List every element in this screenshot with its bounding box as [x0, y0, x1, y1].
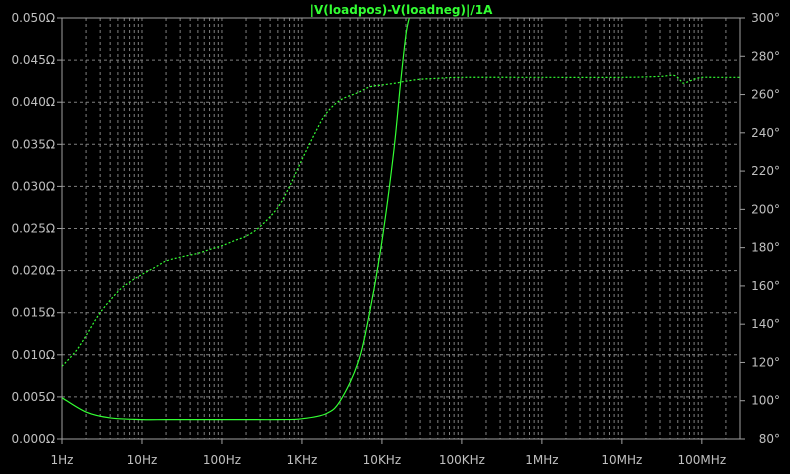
y-right-tick-label: 300° — [751, 11, 780, 25]
grid — [62, 18, 740, 439]
y-right-tick-label: 140° — [751, 317, 780, 331]
y-right-tick-label: 200° — [751, 202, 780, 216]
x-tick-label: 1MHz — [525, 453, 558, 467]
y-right-tick-label: 80° — [759, 432, 780, 446]
series-magnitude-line[interactable] — [62, 18, 410, 421]
x-tick-label: 1KHz — [287, 453, 318, 467]
x-tick-label: 100KHz — [439, 453, 485, 467]
y-right-tick-label: 260° — [751, 88, 780, 102]
y-right-tick-label: 100° — [751, 394, 780, 408]
y-right-tick-label: 160° — [751, 279, 780, 293]
y-right-tick-label: 120° — [751, 355, 780, 369]
y-left-tick-label: 0.035Ω — [11, 137, 55, 151]
tick-marks — [57, 17, 745, 444]
x-tick-label: 1Hz — [51, 453, 74, 467]
x-tick-label: 100MHz — [678, 453, 727, 467]
chart-title[interactable]: |V(loadpos)-V(loadneg)|/1A — [310, 3, 493, 17]
y-left-tick-label: 0.020Ω — [11, 264, 55, 278]
x-tick-label: 100Hz — [203, 453, 241, 467]
y-left-tick-label: 0.040Ω — [11, 95, 55, 109]
x-tick-label: 10KHz — [363, 453, 401, 467]
series-phase-line[interactable] — [62, 74, 740, 367]
x-tick-label: 10MHz — [601, 453, 642, 467]
y-left-tick-label: 0.010Ω — [11, 348, 55, 362]
y-right-tick-label: 280° — [751, 49, 780, 63]
y-left-tick-label: 0.005Ω — [11, 390, 55, 404]
y-left-tick-label: 0.000Ω — [11, 432, 55, 446]
y-left-tick-label: 0.025Ω — [11, 222, 55, 236]
tick-labels: 0.000Ω 0.005Ω 0.010Ω 0.015Ω 0.020Ω 0.025Ω 0.03… — [11, 11, 780, 467]
y-left-tick-label: 0.050Ω — [11, 11, 55, 25]
y-right-tick-label: 240° — [751, 126, 780, 140]
y-left-tick-label: 0.015Ω — [11, 306, 55, 320]
x-tick-label: 10Hz — [127, 453, 158, 467]
y-right-tick-label: 220° — [751, 164, 780, 178]
y-left-tick-label: 0.045Ω — [11, 53, 55, 67]
y-right-tick-label: 180° — [751, 241, 780, 255]
series-group — [62, 18, 740, 421]
y-left-tick-label: 0.030Ω — [11, 179, 55, 193]
